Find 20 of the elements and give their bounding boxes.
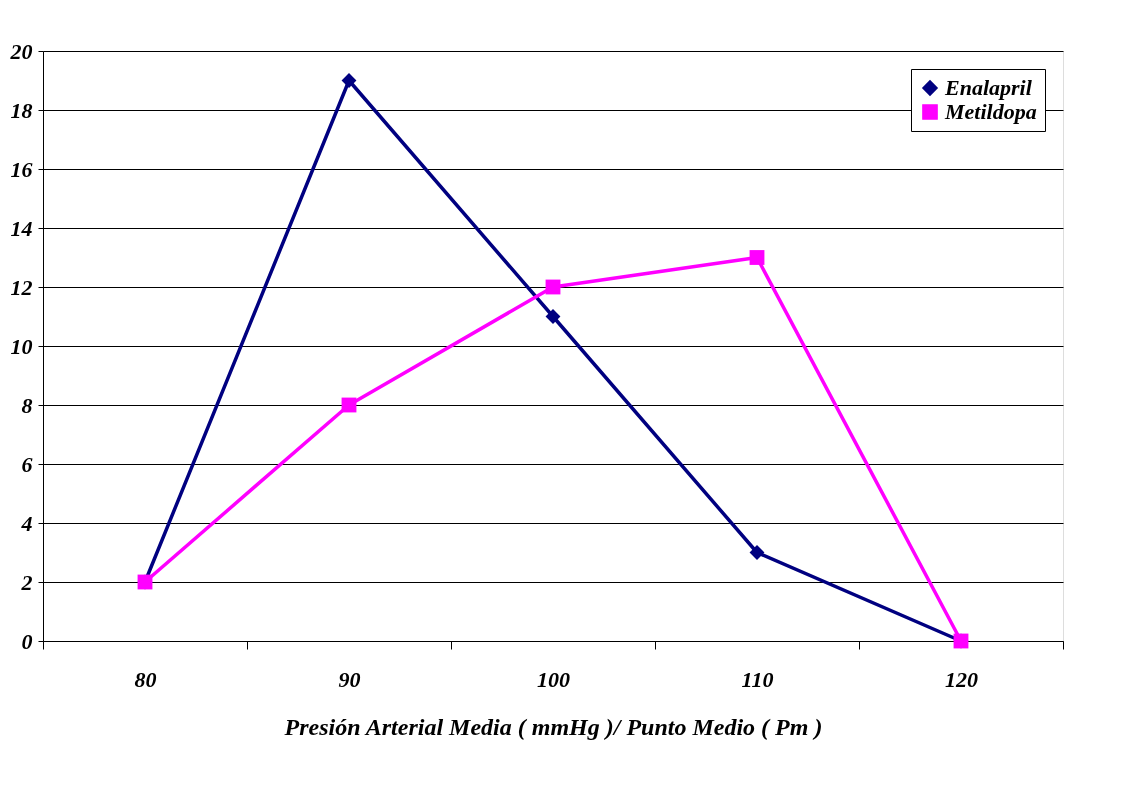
y-tick-label: 2 — [20, 569, 33, 595]
legend-label: Metildopa — [944, 99, 1037, 124]
y-tick-label: 4 — [20, 510, 33, 536]
x-tick-label: 90 — [338, 666, 361, 692]
y-tick-label: 0 — [21, 628, 33, 654]
y-tick-label: 8 — [21, 392, 33, 418]
legend-label: Enalapril — [944, 75, 1033, 100]
y-tick-label: 20 — [9, 38, 33, 64]
x-tick-label: 100 — [537, 666, 570, 692]
y-tick-label: 14 — [10, 215, 33, 241]
x-axis-title: Presión Arterial Media ( mmHg )/ Punto Medio ( Pm ) — [283, 713, 823, 740]
point — [749, 250, 765, 265]
y-tick-label: 10 — [10, 333, 33, 359]
x-tick-label: 110 — [741, 666, 774, 692]
y-tick-label: 16 — [10, 156, 33, 182]
y-tick-label: 18 — [10, 97, 33, 123]
x-tick-label: 80 — [134, 666, 157, 692]
y-tick-label: 6 — [21, 451, 33, 477]
y-tick-label: 12 — [10, 274, 33, 300]
x-tick-label: 120 — [945, 666, 978, 692]
